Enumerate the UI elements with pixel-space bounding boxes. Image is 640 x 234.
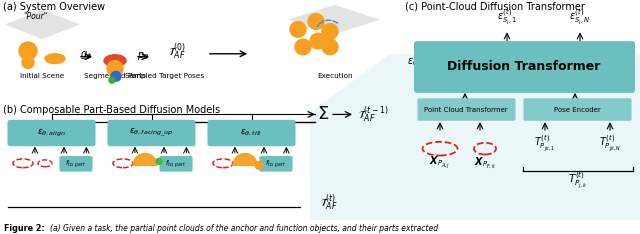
Text: Sampled Target Poses: Sampled Target Poses — [125, 73, 205, 79]
FancyBboxPatch shape — [207, 120, 296, 146]
Text: (c) Point-Cloud Diffusion Transformer: (c) Point-Cloud Diffusion Transformer — [405, 2, 585, 12]
Text: $\mathcal{T}_{AF}^{(t)}$: $\mathcal{T}_{AF}^{(t)}$ — [320, 192, 338, 213]
Circle shape — [322, 39, 338, 55]
Circle shape — [156, 158, 162, 164]
Text: $\epsilon_{\theta,S_i}$: $\epsilon_{\theta,S_i}$ — [407, 57, 428, 70]
FancyBboxPatch shape — [524, 98, 632, 121]
Text: $\epsilon_{\theta,facing\_up}$: $\epsilon_{\theta,facing\_up}$ — [129, 127, 173, 139]
Text: $f_{to,part}$: $f_{to,part}$ — [65, 158, 86, 170]
Polygon shape — [288, 5, 380, 34]
Text: Segmented Parts: Segmented Parts — [84, 73, 146, 79]
Text: Diffusion Transformer: Diffusion Transformer — [447, 60, 601, 73]
Circle shape — [111, 71, 121, 81]
Circle shape — [310, 33, 326, 49]
Ellipse shape — [104, 55, 126, 66]
Text: $\mathcal{T}_{AF}^{(t-1)}$: $\mathcal{T}_{AF}^{(t-1)}$ — [358, 104, 388, 125]
Circle shape — [107, 61, 123, 76]
Circle shape — [255, 161, 263, 169]
Circle shape — [322, 23, 338, 39]
Text: $\boldsymbol{X}_{P_{A,j}}$: $\boldsymbol{X}_{P_{A,j}}$ — [429, 155, 451, 171]
FancyBboxPatch shape — [159, 156, 193, 172]
Text: (a) System Overview: (a) System Overview — [3, 2, 105, 12]
Text: Pose Encoder: Pose Encoder — [554, 106, 600, 113]
Text: $T_{P_{jk,N}}^{(t)}$: $T_{P_{jk,N}}^{(t)}$ — [599, 134, 621, 154]
Text: Initial Scene: Initial Scene — [20, 73, 64, 79]
Text: (b) Composable Part-Based Diffusion Models: (b) Composable Part-Based Diffusion Mode… — [3, 105, 220, 115]
Text: $T_{P_{j,k}}^{(t)}$: $T_{P_{j,k}}^{(t)}$ — [568, 171, 588, 191]
FancyBboxPatch shape — [417, 98, 515, 121]
Ellipse shape — [45, 54, 65, 64]
Text: "Pour": "Pour" — [23, 12, 47, 21]
Text: $f_{to,part}$: $f_{to,part}$ — [266, 158, 287, 170]
Circle shape — [308, 14, 324, 29]
Wedge shape — [233, 154, 257, 165]
Text: $p_\theta$: $p_\theta$ — [137, 50, 149, 62]
Circle shape — [109, 77, 115, 83]
FancyBboxPatch shape — [259, 156, 292, 172]
FancyBboxPatch shape — [414, 41, 635, 93]
Text: $f_{to,part}$: $f_{to,part}$ — [166, 158, 186, 170]
Text: Figure 2:: Figure 2: — [4, 224, 45, 233]
Text: Execution: Execution — [317, 73, 353, 79]
FancyBboxPatch shape — [108, 120, 195, 146]
Circle shape — [290, 22, 306, 37]
Text: $\Sigma$: $\Sigma$ — [317, 106, 329, 123]
FancyBboxPatch shape — [60, 156, 93, 172]
Polygon shape — [310, 54, 640, 220]
Circle shape — [19, 42, 37, 60]
FancyArrowPatch shape — [317, 20, 338, 26]
Text: $\boldsymbol{X}_{P_{F,k}}$: $\boldsymbol{X}_{P_{F,k}}$ — [474, 156, 496, 171]
Text: $T_{P_{jk,1}}^{(t)}$: $T_{P_{jk,1}}^{(t)}$ — [534, 134, 556, 154]
Polygon shape — [5, 10, 80, 39]
Text: (a) Given a task, the partial point clouds of the anchor and function objects, a: (a) Given a task, the partial point clou… — [50, 224, 438, 233]
Text: $\epsilon_{S_i,N}^{(t)}$: $\epsilon_{S_i,N}^{(t)}$ — [569, 8, 591, 27]
Wedge shape — [133, 154, 157, 165]
Text: $\mathcal{T}_{AF}^{(0)}$: $\mathcal{T}_{AF}^{(0)}$ — [168, 41, 186, 62]
Circle shape — [22, 57, 34, 69]
Circle shape — [295, 39, 311, 55]
FancyBboxPatch shape — [8, 120, 95, 146]
Text: $g_\phi$: $g_\phi$ — [80, 50, 92, 62]
Text: $\epsilon_{\theta,tilt}$: $\epsilon_{\theta,tilt}$ — [240, 128, 263, 138]
Text: $\epsilon_{S_i,1}^{(t)}$: $\epsilon_{S_i,1}^{(t)}$ — [497, 8, 517, 27]
Text: Point Cloud Transformer: Point Cloud Transformer — [424, 106, 508, 113]
Text: $\epsilon_{\theta,align}$: $\epsilon_{\theta,align}$ — [37, 128, 66, 139]
